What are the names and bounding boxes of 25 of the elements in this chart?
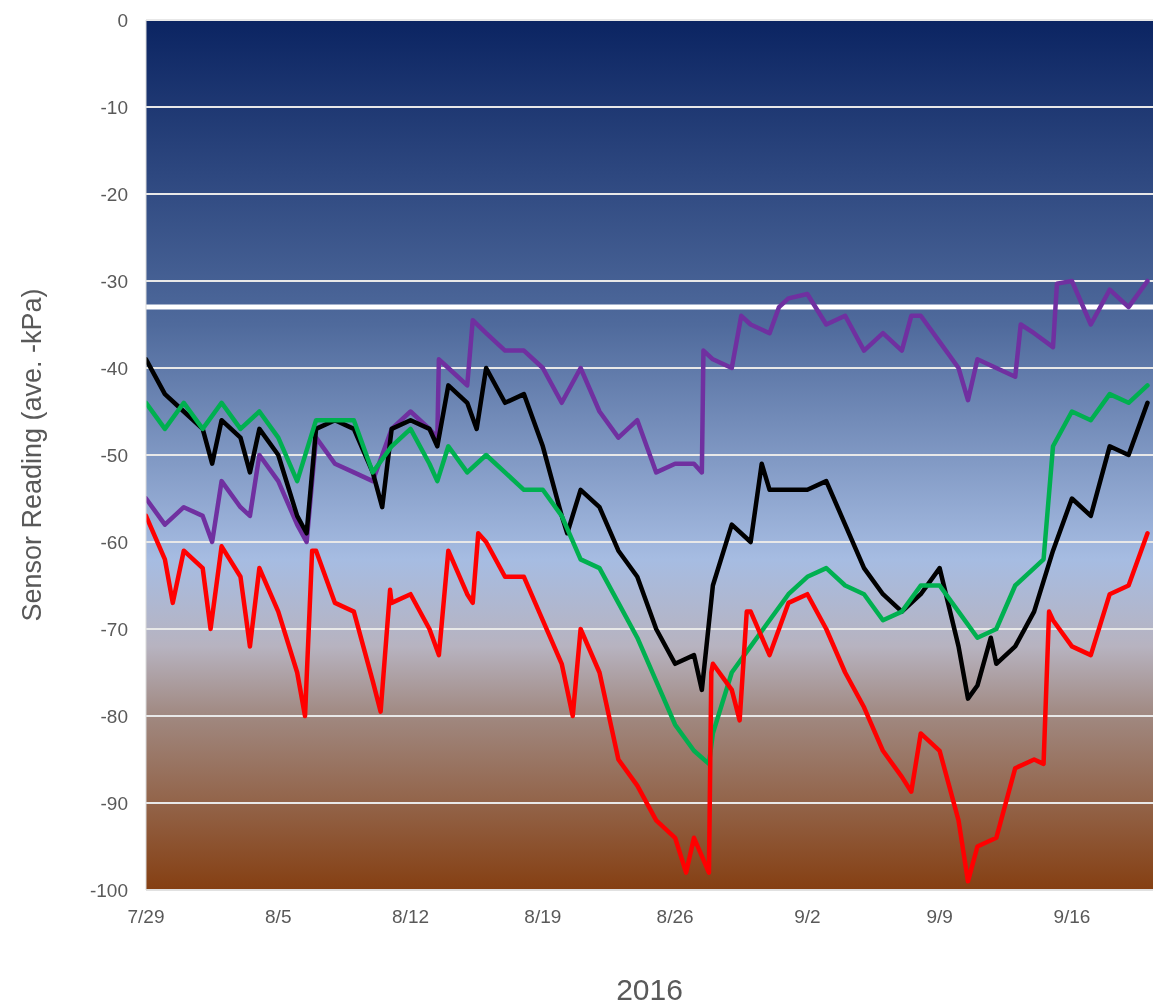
x-tick-label: 9/9 [926, 906, 953, 928]
y-tick-label: -80 [100, 705, 128, 727]
x-tick-label: 9/2 [794, 906, 821, 928]
y-tick-label: -90 [100, 792, 128, 814]
x-axis-title: 2016 [616, 973, 683, 1006]
y-tick-label: -40 [100, 357, 128, 379]
y-axis-title: Sensor Reading (ave. -kPa) [17, 288, 48, 622]
line-series [146, 513, 1150, 884]
x-tick-label: 8/5 [265, 906, 292, 928]
x-tick-label: 8/26 [656, 906, 694, 928]
y-tick-label: -10 [100, 96, 128, 118]
x-tick-label: 9/16 [1053, 906, 1091, 928]
x-tick-label: 8/12 [392, 906, 430, 928]
x-tick-label: 7/29 [127, 906, 165, 928]
y-tick-label: -60 [100, 531, 128, 553]
y-tick-label: -100 [89, 879, 128, 901]
y-tick-label: -30 [100, 270, 128, 292]
line-series [146, 278, 1150, 545]
y-tick-label: -20 [100, 183, 128, 205]
y-tick-label: 0 [117, 9, 128, 31]
line-series [146, 357, 1150, 701]
line-series [146, 383, 1150, 767]
y-tick-label: -70 [100, 618, 128, 640]
x-tick-label: 8/19 [524, 906, 562, 928]
y-tick-label: -50 [100, 444, 128, 466]
